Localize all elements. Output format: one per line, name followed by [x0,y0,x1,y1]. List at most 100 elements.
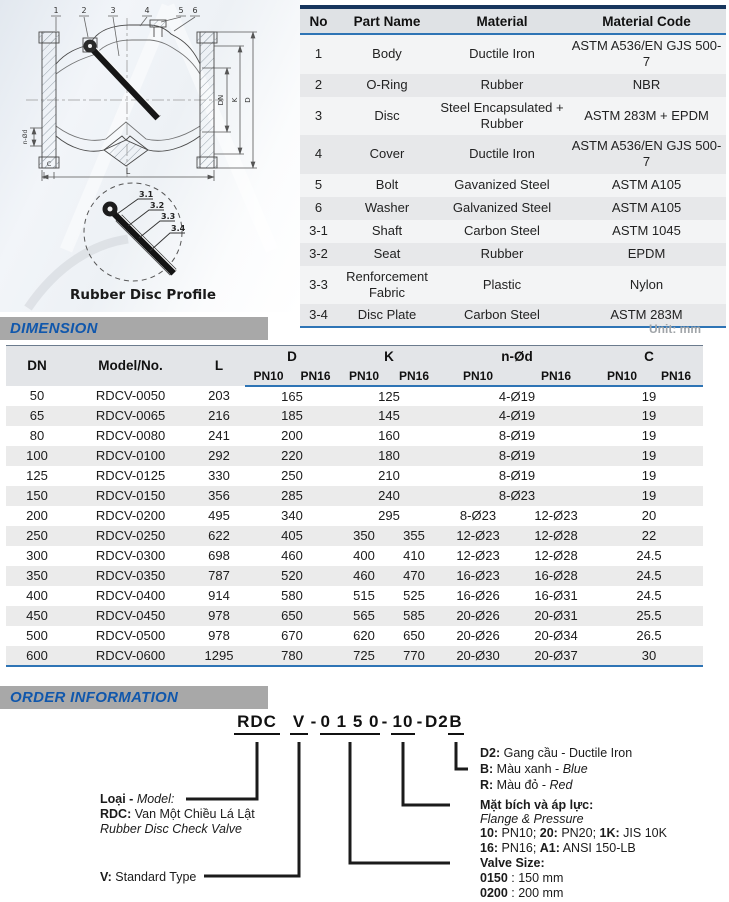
profile-label-3-2: 3.2 [150,201,164,210]
dimension-table-row: 200 RDCV-0200 495 340 295 8-Ø23 12-Ø23 20 [6,506,703,526]
dimension-cell: 520 [281,568,303,583]
dim-subheader-row: PN10 PN16 PN10 PN16 PN10 PN16 PN10 PN16 [6,367,703,387]
parts-table-cell: Bolt [375,176,399,192]
parts-table-row: 4 Cover Ductile Iron ASTM A536/EN GJS 500-7 [300,135,726,174]
dimension-cell: 20-Ø31 [534,608,578,623]
parts-table-cell: Plastic [482,276,522,292]
parts-table-cell: NBR [632,76,661,92]
dimension-cell: 470 [403,568,425,583]
dimension-cell: 300 [26,548,48,563]
dimension-cell: 250 [26,528,48,543]
callout-4: 4 [144,6,149,15]
dim-subheader-pn10: PN10 [339,367,389,387]
text-segment: Gang cầu - Ductile Iron [500,746,633,760]
parts-table-cell: Shaft [371,222,403,238]
parts-table-cell: Carbon Steel [464,307,540,322]
dimension-cell: 978 [208,628,230,643]
dimension-cell: 400 [353,548,375,563]
dim-subheader-pn16: PN16 [389,367,439,387]
dimension-cell: 25.5 [636,608,662,623]
parts-table-cell: Rubber [480,245,524,261]
code-dash: - [310,712,318,731]
dimension-title: DIMENSION [10,320,98,337]
dimension-cell: 12-Ø28 [534,548,578,563]
dimension-cell: 450 [26,608,48,623]
dimension-cell: RDCV-0080 [95,428,166,443]
dimension-cell: 19 [641,468,657,483]
parts-header-part-name: Part Name [337,7,437,35]
dimension-cell: 65 [29,408,45,423]
dimension-table-row: 400 RDCV-0400 914 580 515 525 16-Ø26 16-Ø31 24.5 [6,586,703,606]
dimension-cell: 19 [641,408,657,423]
dimension-cell: 185 [281,408,303,423]
dimension-cell: 8-Ø23 [459,508,497,523]
dimension-cell: 200 [26,508,48,523]
dimension-cell: 150 [26,488,48,503]
code-seg-10: 10 [391,712,415,735]
parts-table-cell: 3-3 [309,276,328,292]
text-segment: Red [549,778,573,792]
callout-6: 6 [192,6,197,15]
dim-label-dn: DN [217,95,225,106]
order-section: ORDER INFORMATION RDC V - 0 1 5 0 - 10 -… [0,686,729,902]
dim-header-c: C [595,345,703,368]
valve-size-0200: 0200 : 200 mm [480,886,563,901]
dimension-cell: 698 [208,548,230,563]
dimension-cell: 250 [281,468,303,483]
dimension-table-row: 500 RDCV-0500 978 670 620 650 20-Ø26 20-Ø34 26.5 [6,626,703,646]
dim-header-nod: n-Ød [439,345,595,368]
dimension-cell: RDCV-0200 [95,508,166,523]
parts-table-cell: Disc Plate [357,307,417,322]
dimension-cell: 20-Ø37 [534,647,578,663]
rdc-en-label: Rubber Disc Check Valve [100,822,242,837]
dimension-cell: 725 [353,647,375,663]
dimension-cell: 460 [353,568,375,583]
dimension-cell: 20-Ø26 [456,628,500,643]
dimension-cell: 495 [208,508,230,523]
dimension-cell: 20-Ø26 [456,608,500,623]
dimension-cell: 670 [281,628,303,643]
parts-table-row: 3-3 Renforcement Fabric Plastic Nylon [300,265,726,304]
dimension-cell: 340 [281,508,303,523]
dim-header-l: L [193,345,245,386]
parts-table-cell: Seat [373,245,401,261]
dimension-cell: RDCV-0450 [95,608,166,623]
dim-label-k: K [231,97,239,102]
text-segment: 0200 [480,886,508,900]
valve-size-title: Valve Size: [480,856,545,871]
dimension-cell: 19 [641,428,657,443]
dimension-cell: 165 [281,388,303,404]
dimension-table-row: 125 RDCV-0125 330 250 210 8-Ø19 19 [6,466,703,486]
dimension-cell: 16-Ø26 [456,588,500,603]
dim-header-model: Model/No. [68,345,193,386]
text-segment: D2: [480,746,501,760]
parts-table-cell: Carbon Steel [464,222,540,238]
unit-label: Unit: mm [649,322,701,336]
dimension-cell: 24.5 [636,568,662,583]
dimension-cell: 160 [378,428,400,443]
dimension-table-row: 450 RDCV-0450 978 650 565 585 20-Ø26 20-Ø31 25.5 [6,605,703,626]
text-segment: 16: [480,841,499,855]
dimension-cell: RDCV-0400 [95,588,166,603]
dimension-cell: 580 [281,588,303,603]
code-seg-0150: 0 1 5 0 [320,712,380,735]
dimension-table: DN Model/No. L D K n-Ød C PN10 PN16 PN10 PN… [6,345,703,667]
code-seg-b: B [448,712,464,735]
text-segment: 1K: [599,826,620,840]
v-type-label: V: Standard Type [100,870,196,885]
dimension-cell: 650 [281,608,303,623]
dimension-cell: 405 [281,528,303,543]
flange-title-label: Mặt bích và áp lực: [480,798,593,813]
parts-table-cell: Renforcement Fabric [346,268,428,300]
dimension-cell: 220 [281,448,303,463]
blue-label: B: Màu xanh - Blue [480,762,588,777]
dimension-cell: 100 [26,448,48,463]
dimension-cell: 20-Ø30 [456,647,500,663]
parts-table-cell: Body [372,46,402,62]
parts-table-cell: 5 [314,176,323,192]
dimension-cell: 24.5 [636,548,662,563]
dimension-cell: 585 [403,608,425,623]
dimension-table-wrap: DN Model/No. L D K n-Ød C PN10 PN16 PN10 PN… [6,345,703,667]
parts-table-cell: ASTM A105 [611,199,682,215]
dimension-cell: 650 [403,628,425,643]
